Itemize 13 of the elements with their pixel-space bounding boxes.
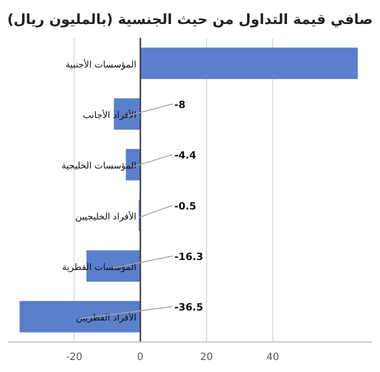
x-tick-label: -20 [66, 352, 82, 363]
data-label: -8 [174, 100, 186, 111]
data-label: -16.3 [174, 252, 204, 263]
x-tick-label: 0 [137, 352, 144, 363]
x-tick-label: 40 [266, 352, 280, 363]
data-label: -36.5 [174, 302, 204, 314]
y-tick-label: الأفراد الخليجيين [75, 210, 136, 222]
y-tick-label: المؤسسات الأجنبية [65, 58, 136, 70]
chart-title: صافي قيمة التداول من حيث الجنسية (بالمليون ريال) [7, 12, 373, 28]
data-label: -0.5 [174, 201, 196, 212]
data-label: -4.4 [174, 150, 196, 162]
x-tick-label: 20 [200, 352, 213, 363]
y-tick-label: الأفراد القطريين [76, 312, 136, 324]
